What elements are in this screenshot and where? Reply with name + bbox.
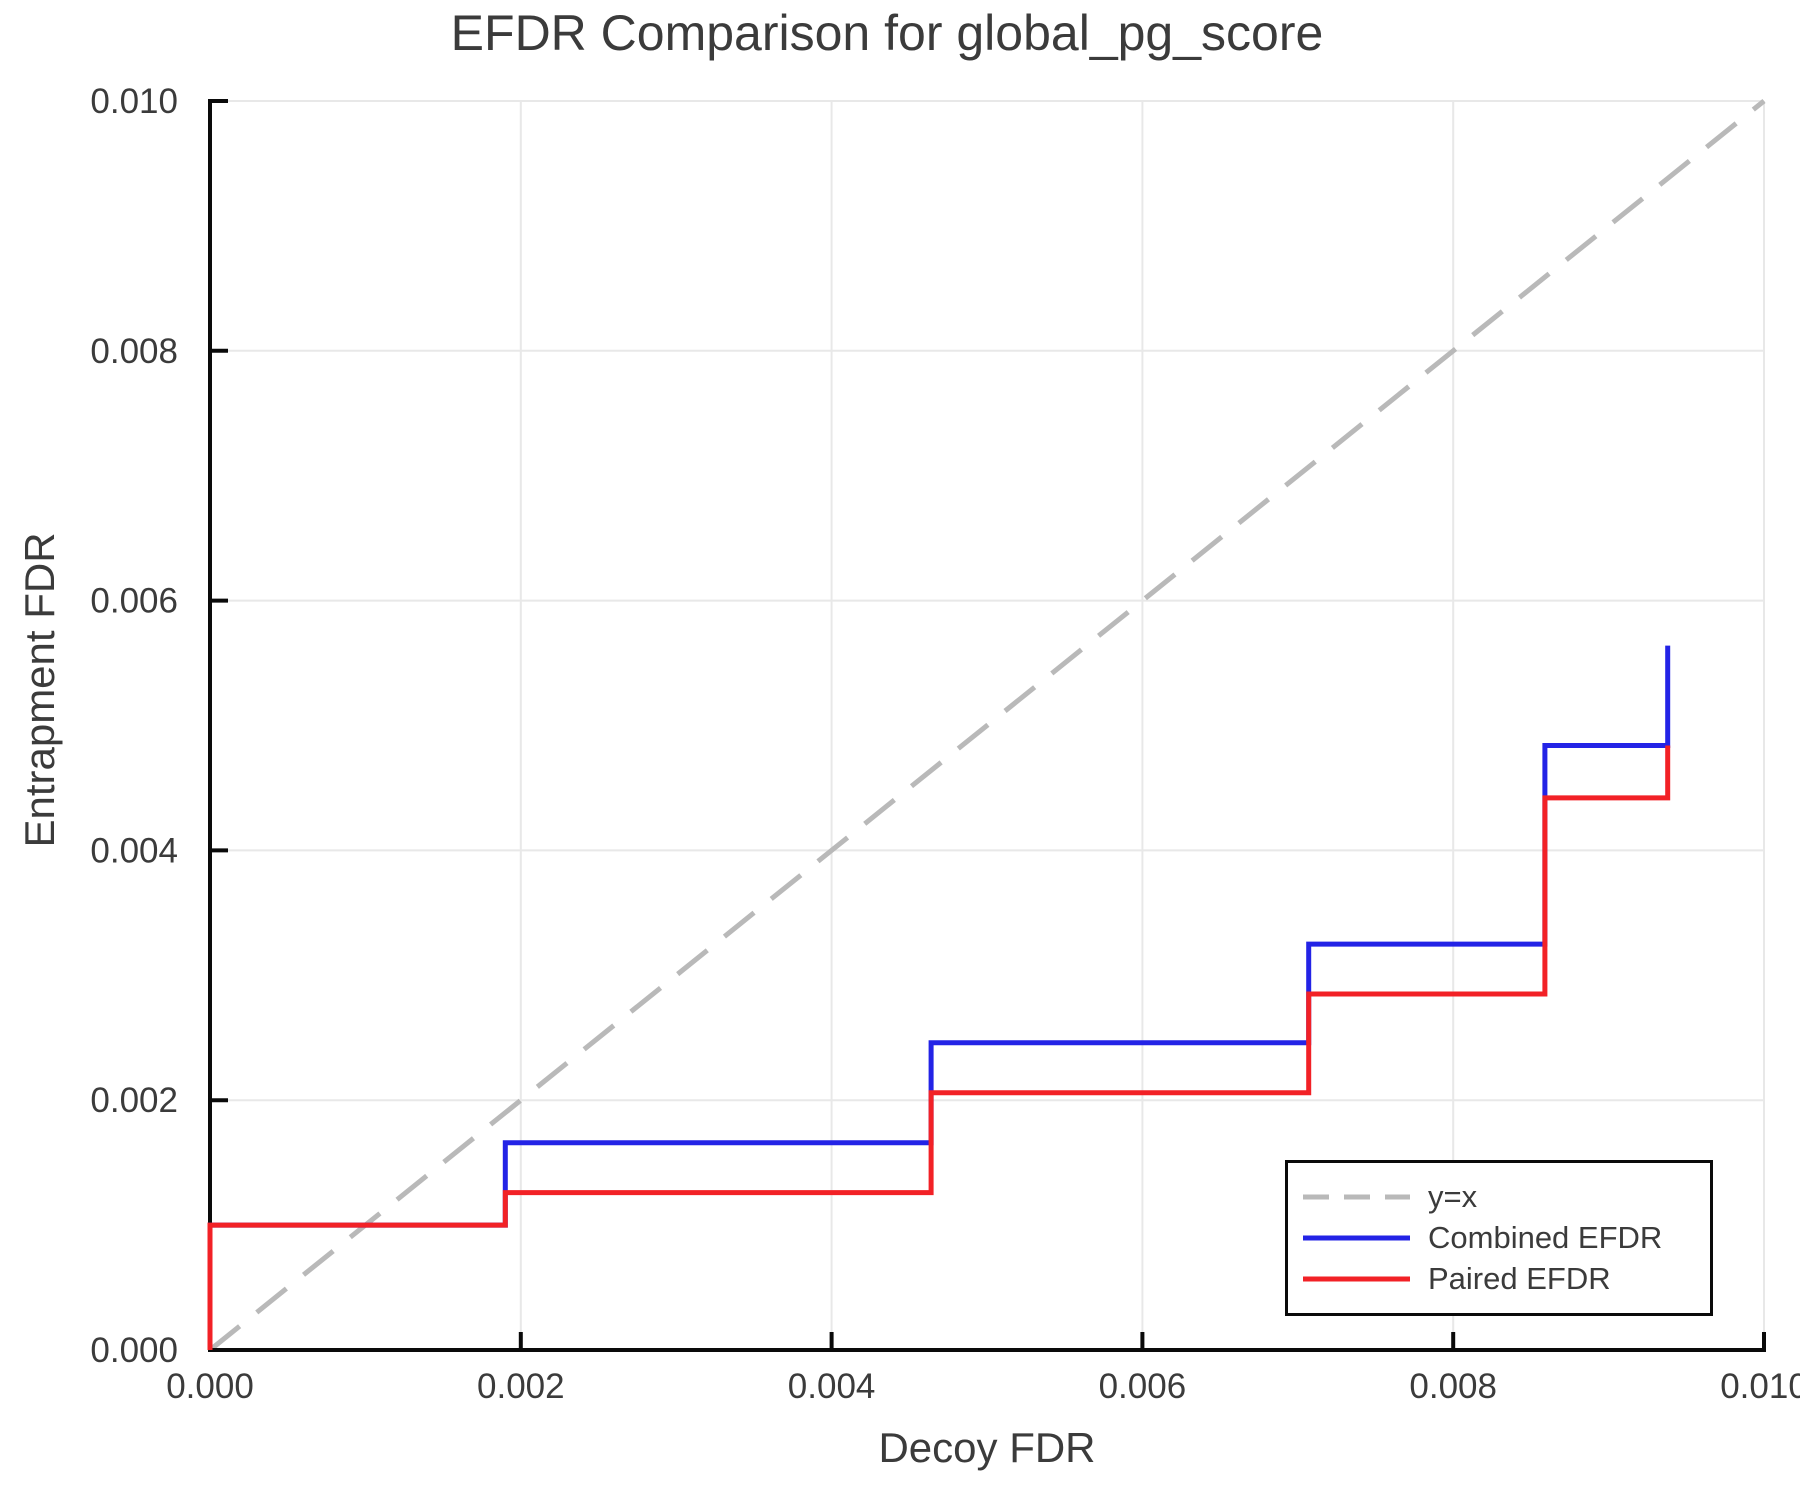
- y-tick-label: 0.006: [90, 582, 178, 621]
- legend-item-combined-efdr: Combined EFDR: [1303, 1219, 1710, 1257]
- legend-label: Paired EFDR: [1428, 1261, 1611, 1296]
- tick-labels: 0.000 0.002 0.004 0.006 0.008 0.010 0.000 0.002…: [90, 82, 1800, 1406]
- legend: y=x Combined EFDR Paired EFDR: [1285, 1160, 1713, 1316]
- x-axis-label: Decoy FDR: [878, 1424, 1096, 1471]
- gridlines: [210, 100, 1765, 1350]
- legend-sample-dashed-line-icon: [1303, 1194, 1410, 1200]
- legend-sample-red-line-icon: [1303, 1276, 1410, 1282]
- series-paired-efdr: [207, 745, 1671, 1350]
- x-tick-label: 0.000: [166, 1367, 254, 1406]
- y-axis-label: Entrapment FDR: [16, 532, 63, 848]
- legend-label: Combined EFDR: [1428, 1220, 1663, 1255]
- y-tick-label: 0.010: [90, 82, 178, 121]
- y-tick-label: 0.008: [90, 332, 178, 371]
- chart-title: EFDR Comparison for global_pg_score: [450, 5, 1324, 61]
- legend-label: y=x: [1428, 1179, 1478, 1214]
- x-tick-label: 0.008: [1409, 1367, 1497, 1406]
- x-tick-label: 0.004: [788, 1367, 876, 1406]
- reference-line-y-equals-x: [208, 99, 1766, 1352]
- legend-sample-blue-line-icon: [1303, 1235, 1410, 1241]
- y-tick-label: 0.002: [90, 1081, 178, 1120]
- y-tick-label: 0.004: [90, 831, 178, 870]
- legend-item-paired-efdr: Paired EFDR: [1303, 1260, 1710, 1298]
- x-tick-label: 0.010: [1720, 1367, 1800, 1406]
- y-tick-label: 0.000: [90, 1331, 178, 1370]
- legend-item-y-equals-x: y=x: [1303, 1178, 1710, 1216]
- x-tick-label: 0.006: [1099, 1367, 1187, 1406]
- x-tick-label: 0.002: [477, 1367, 565, 1406]
- axes: [208, 99, 1766, 1352]
